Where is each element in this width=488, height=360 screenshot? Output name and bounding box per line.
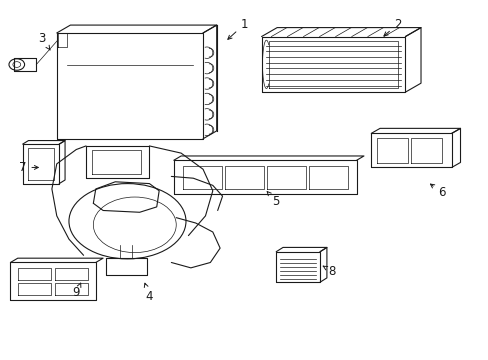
Text: 4: 4 <box>144 283 153 303</box>
Text: 8: 8 <box>323 265 335 278</box>
Text: 9: 9 <box>72 283 81 300</box>
Text: 5: 5 <box>266 192 279 208</box>
Text: 3: 3 <box>39 32 50 50</box>
Text: 6: 6 <box>429 184 445 199</box>
Text: 2: 2 <box>383 18 401 36</box>
Text: 7: 7 <box>19 161 38 174</box>
Text: 1: 1 <box>227 18 248 39</box>
